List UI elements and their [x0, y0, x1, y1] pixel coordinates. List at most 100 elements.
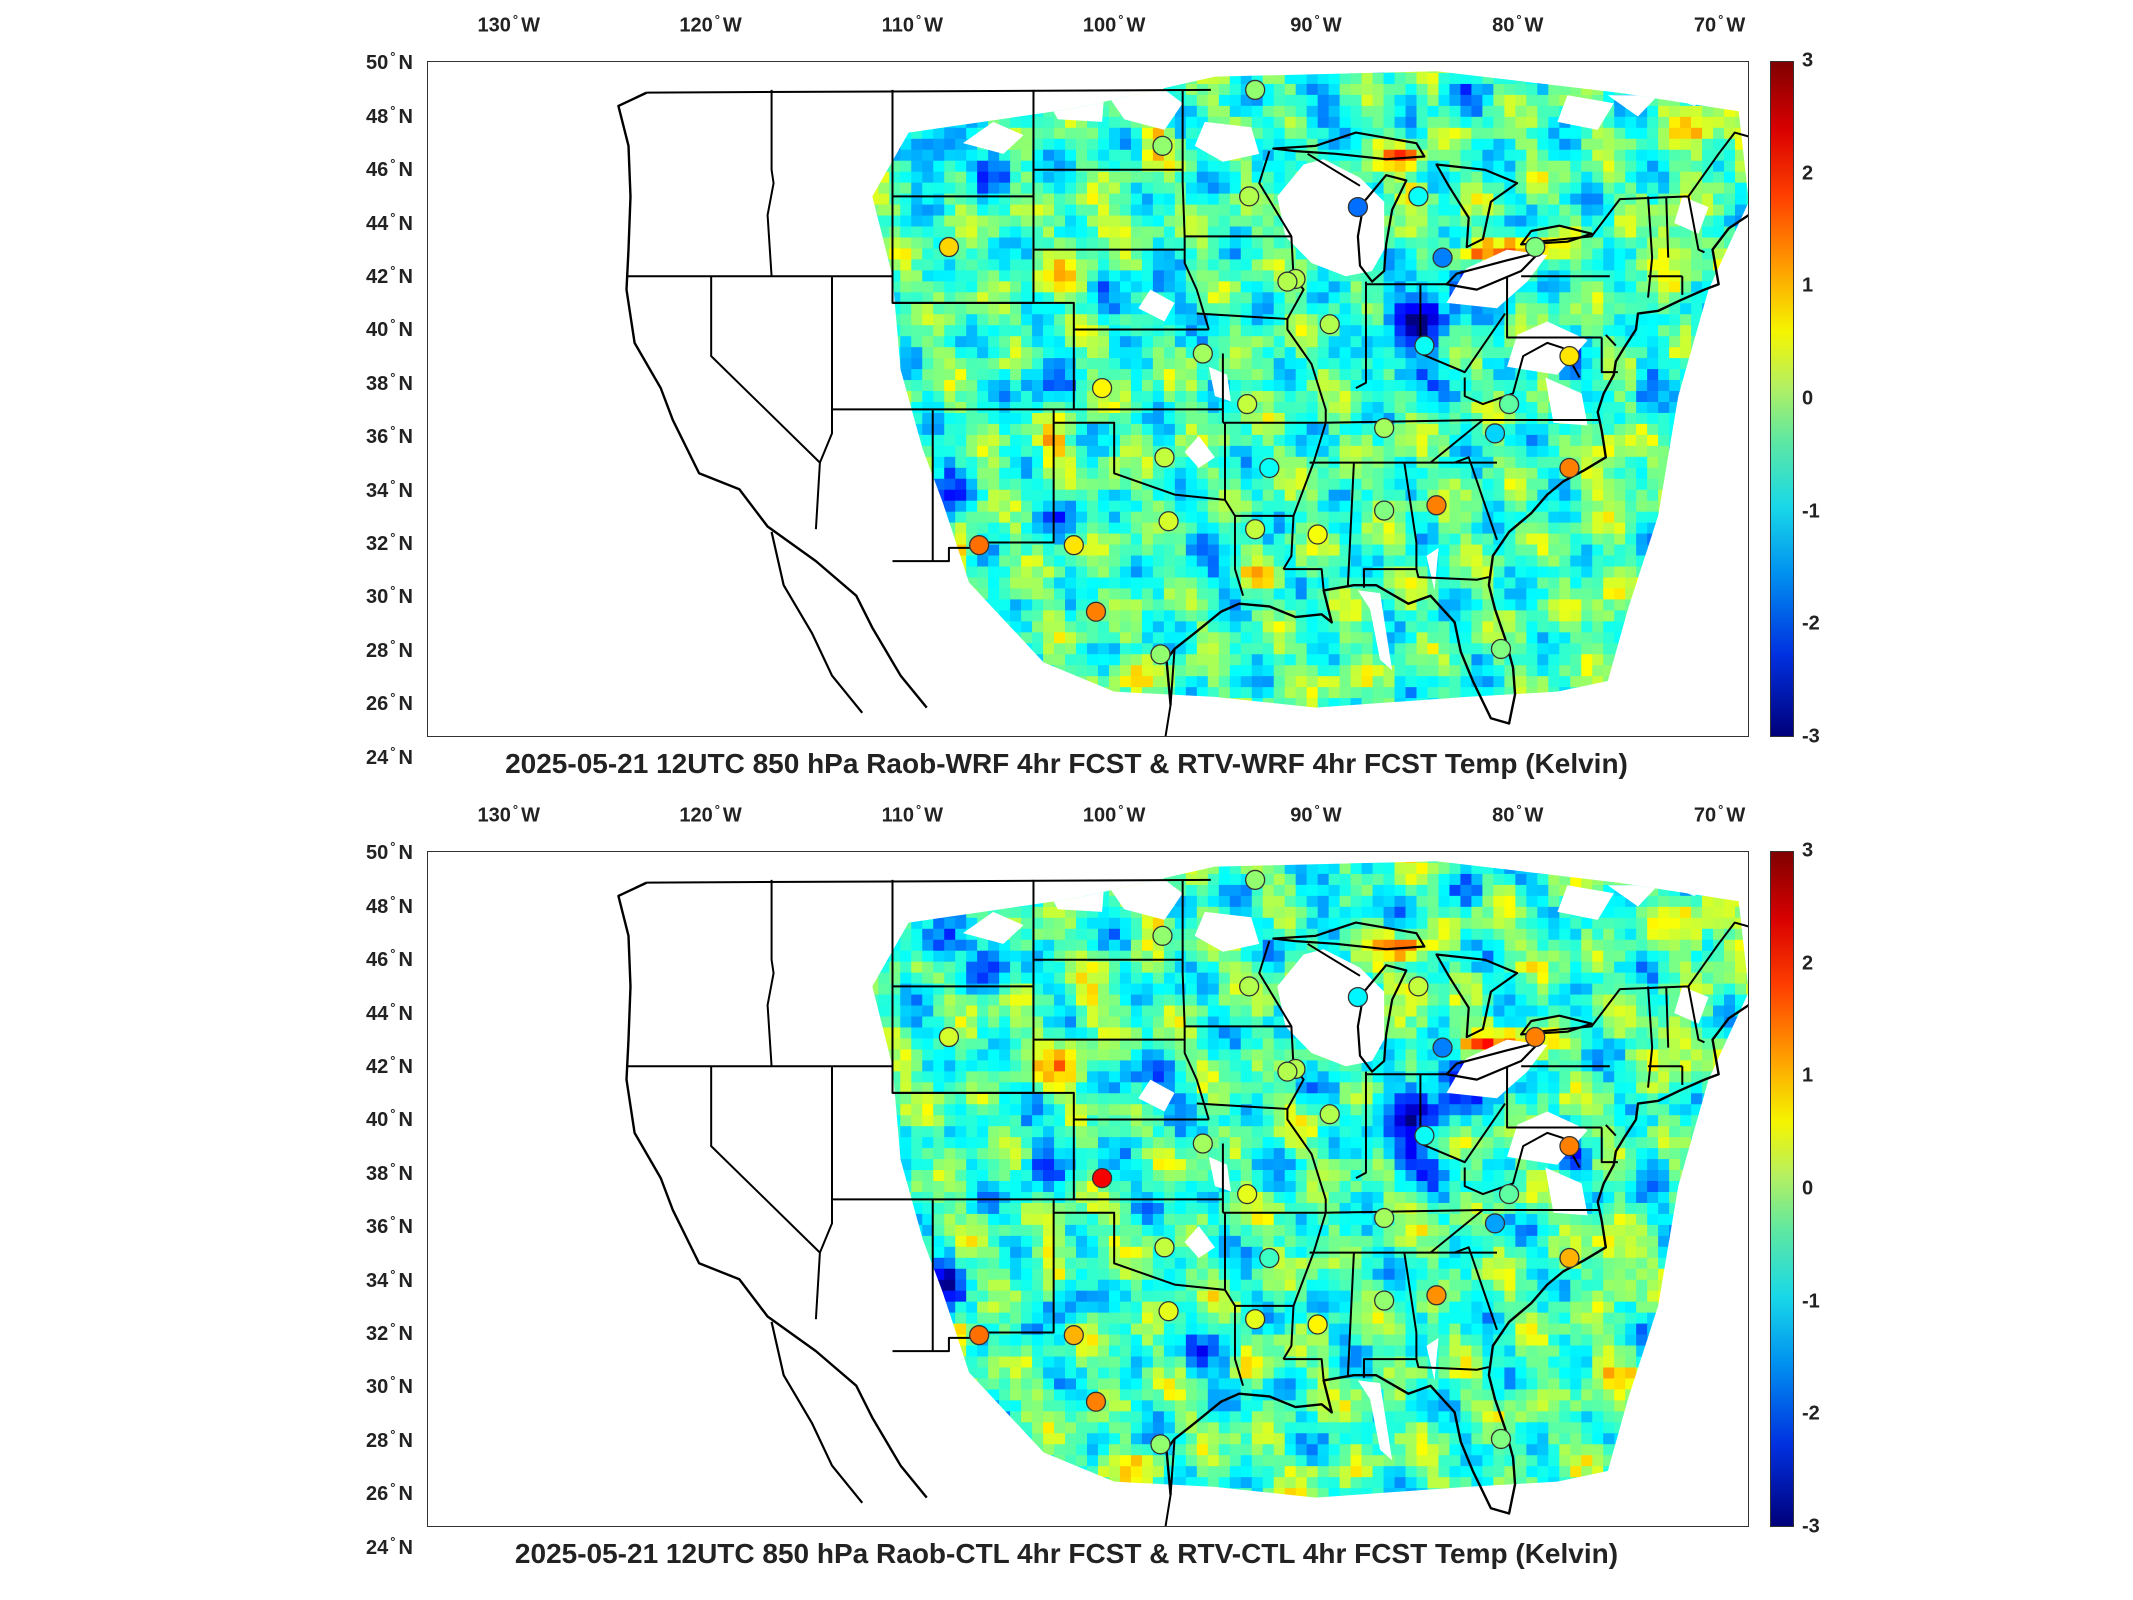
raob-station-marker: [1063, 1325, 1084, 1346]
raob-station-marker: [1091, 378, 1113, 399]
raob-station-marker: [1559, 1247, 1580, 1269]
raob-station-marker: [1150, 644, 1171, 665]
raob-station-marker: [1245, 519, 1266, 540]
raob-station-marker: [1192, 343, 1213, 364]
raob-station-marker: [1158, 511, 1179, 532]
raob-station-marker: [1307, 524, 1328, 545]
lat-tick-label: 38 ° N: [366, 1159, 413, 1185]
lon-tick-label: 110 ° W: [881, 802, 944, 827]
raob-station-marker: [1237, 393, 1258, 415]
raob-station-marker: [1426, 1285, 1447, 1306]
lon-tick-label: 100 ° W: [1082, 12, 1146, 37]
raob-station-marker: [1490, 1428, 1512, 1450]
raob-station-marker: [1525, 236, 1546, 258]
colorbar: [1770, 851, 1794, 1527]
lat-tick-label: 44 ° N: [366, 999, 413, 1025]
map-panel-bottom: 130 ° W 120 ° W 110 ° W 100 ° W 90 ° W 80 ° W 70 ° W 50 ° N 48 °…: [0, 790, 2133, 1590]
lat-tick-label: 30 ° N: [366, 583, 413, 609]
lon-tick-label: 120 ° W: [679, 802, 742, 827]
boundaries: [617, 88, 1748, 736]
raob-station-marker: [1408, 976, 1429, 997]
lat-tick-label: 40 ° N: [366, 316, 413, 342]
colorbar-tick-label: -3: [1802, 1515, 1820, 1538]
raob-station-marker: [1426, 495, 1447, 516]
lat-tick-label: 28 ° N: [366, 1426, 413, 1452]
lon-tick-label: 70 ° W: [1693, 802, 1746, 827]
lat-tick-label: 44 ° N: [366, 209, 413, 235]
raob-station-marker: [1239, 976, 1260, 997]
raob-station-marker: [1237, 1183, 1258, 1205]
colorbar-tick-label: 0: [1802, 1177, 1814, 1200]
lat-tick-label: 48 ° N: [366, 102, 413, 128]
lat-tick-label: 32 ° N: [366, 1320, 413, 1345]
raob-station-marker: [1408, 186, 1429, 207]
lat-tick-label: 28 ° N: [366, 636, 413, 662]
raob-station-marker: [1277, 271, 1298, 292]
temperature-field: [872, 71, 1748, 708]
raob-station-marker: [938, 1026, 960, 1048]
lat-tick-label: 42 ° N: [366, 1053, 413, 1078]
lon-tick-label: 90 ° W: [1290, 802, 1342, 827]
raob-station-marker: [1150, 1434, 1171, 1455]
raob-station-marker: [938, 236, 960, 258]
raob-station-marker: [1347, 196, 1369, 218]
raob-station-marker: [1259, 1247, 1280, 1269]
raob-station-marker: [1158, 1301, 1179, 1322]
raob-station-marker: [1245, 79, 1266, 101]
colorbar-tick-label: -1: [1802, 1290, 1820, 1313]
raob-stations: [938, 869, 1580, 1455]
raob-station-marker: [1085, 1391, 1107, 1412]
lon-tick-label: 100 ° W: [1082, 802, 1146, 827]
raob-station-marker: [1152, 925, 1173, 946]
raob-station-marker: [1374, 1207, 1395, 1229]
raob-station-marker: [1484, 1213, 1506, 1234]
panel-title: 2025-05-21 12UTC 850 hPa Raob-CTL 4hr FC…: [514, 1538, 1619, 1569]
lat-tick-label: 34 ° N: [366, 476, 413, 502]
raob-station-marker: [1259, 457, 1280, 479]
raob-station-marker: [1319, 314, 1340, 335]
colorbar-tick-label: 1: [1802, 274, 1814, 297]
raob-station-marker: [1559, 457, 1580, 479]
lat-tick-label: 40 ° N: [366, 1106, 413, 1132]
map-panel-top: 130 ° W 120 ° W 110 ° W 100 ° W 90 ° W 80 ° W 70 ° W 50 ° N 48 °…: [366, 12, 1820, 779]
lat-tick-label: 34 ° N: [366, 1266, 413, 1292]
raob-station-marker: [1245, 869, 1266, 891]
colorbar-tick-label: 2: [1802, 162, 1814, 185]
raob-station-marker: [1245, 1309, 1266, 1330]
raob-station-marker: [1154, 1237, 1175, 1258]
colorbar-tick-label: -2: [1802, 1402, 1820, 1425]
lat-tick-label: 38 ° N: [366, 369, 413, 395]
raob-station-marker: [1414, 335, 1435, 356]
lat-tick-label: 24 ° N: [366, 743, 413, 769]
raob-station-marker: [1559, 346, 1580, 367]
raob-station-marker: [1063, 535, 1084, 556]
colorbar-tick-label: -3: [1802, 725, 1820, 748]
raob-station-marker: [1319, 1104, 1340, 1125]
lat-tick-label: 46 ° N: [366, 156, 413, 181]
raob-station-marker: [1154, 447, 1175, 468]
lon-tick-label: 120 ° W: [679, 12, 742, 37]
raob-station-marker: [1432, 1037, 1453, 1058]
colorbar-tick-label: 3: [1802, 49, 1814, 72]
colorbar: [1770, 61, 1794, 737]
lon-tick-label: 80 ° W: [1492, 12, 1544, 37]
lon-tick-label: 130 ° W: [477, 12, 540, 37]
colorbar-tick-label: 3: [1802, 839, 1814, 862]
lon-tick-label: 90 ° W: [1290, 12, 1342, 37]
raob-station-marker: [1432, 247, 1453, 268]
raob-station-marker: [1347, 986, 1369, 1008]
map-frame: [427, 61, 1749, 737]
lat-tick-label: 50 ° N: [366, 49, 413, 75]
raob-stations: [938, 79, 1580, 665]
lon-tick-label: 110 ° W: [881, 12, 944, 37]
map-frame: [427, 851, 1749, 1527]
raob-station-marker: [1152, 135, 1173, 156]
raob-station-marker: [969, 1325, 990, 1346]
lat-tick-label: 50 ° N: [366, 839, 413, 865]
raob-station-marker: [969, 535, 990, 556]
raob-station-marker: [1374, 1290, 1395, 1311]
raob-station-marker: [1192, 1133, 1213, 1154]
lat-tick-label: 48 ° N: [366, 892, 413, 918]
raob-station-marker: [1307, 1314, 1328, 1335]
lat-tick-label: 24 ° N: [366, 1533, 413, 1559]
